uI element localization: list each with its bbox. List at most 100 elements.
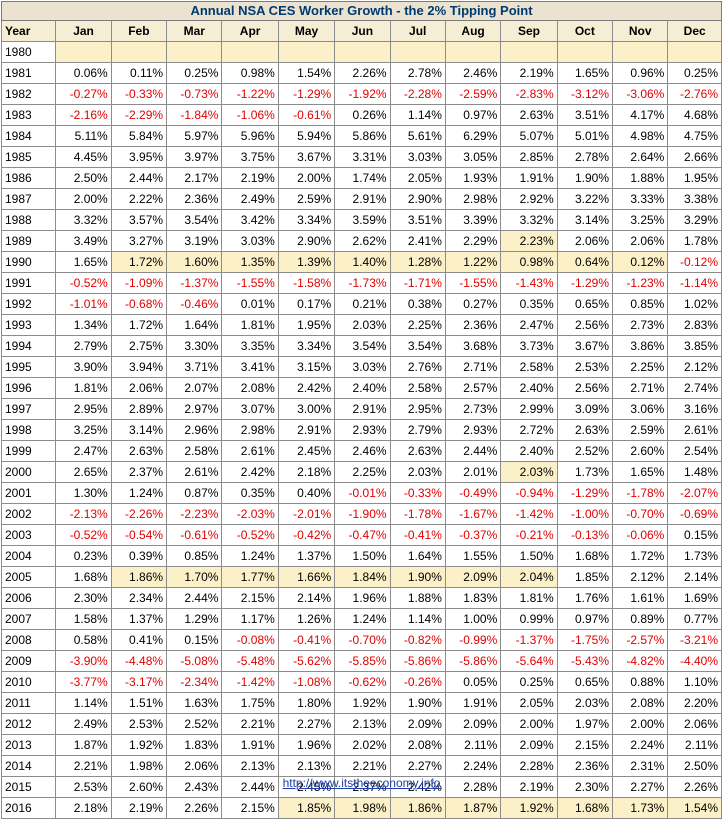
month-column-header: Apr xyxy=(221,20,279,42)
table-row: 1982 -0.27% -0.33% -0.73% -1.22% -1.29% -1.92%… xyxy=(0,83,722,105)
value-cell: 3.95% xyxy=(110,146,168,168)
value-cell: -1.42% xyxy=(221,671,279,693)
value-cell: 2.93% xyxy=(444,419,502,441)
value-cell: 0.26% xyxy=(334,104,391,126)
value-cell: 1.75% xyxy=(221,692,279,714)
value-cell: 2.03% xyxy=(500,461,558,483)
value-cell: -0.27% xyxy=(55,83,112,105)
table-row: 1987 2.00% 2.22% 2.36% 2.49% 2.59% 2.91% 2.90% 2… xyxy=(0,188,722,210)
value-cell: 0.15% xyxy=(166,629,223,651)
year-cell: 1984 xyxy=(0,125,57,147)
value-cell: 3.22% xyxy=(556,188,614,210)
value-cell: 3.05% xyxy=(444,146,502,168)
value-cell: 0.41% xyxy=(110,629,168,651)
table-row: 1992 -1.01% -0.68% -0.46% 0.01% 0.17% 0.21% 0.3… xyxy=(0,293,722,315)
value-cell: 2.21% xyxy=(55,755,112,777)
value-cell: -1.90% xyxy=(334,503,391,525)
value-cell: -1.84% xyxy=(166,104,223,126)
value-cell: 2.42% xyxy=(277,377,336,399)
value-cell xyxy=(611,41,669,63)
value-cell: -0.52% xyxy=(55,272,112,294)
value-cell: -4.82% xyxy=(611,650,669,672)
value-cell: 1.39% xyxy=(277,251,336,273)
table-row: 2001 1.30% 1.24% 0.87% 0.35% 0.40% -0.01% -0.33… xyxy=(0,482,722,504)
month-column-header: Mar xyxy=(166,20,223,42)
value-cell: 2.74% xyxy=(667,377,722,399)
year-cell: 1995 xyxy=(0,356,57,378)
value-cell: -1.22% xyxy=(221,83,279,105)
value-cell: 2.45% xyxy=(277,440,336,462)
table-row: 2004 0.23% 0.39% 0.85% 1.24% 1.37% 1.50% 1.64% 1… xyxy=(0,545,722,567)
value-cell: 0.06% xyxy=(55,62,112,84)
table-row: 2008 0.58% 0.41% 0.15% -0.08% -0.41% -0.70% -0.… xyxy=(0,629,722,651)
value-cell: 2.25% xyxy=(389,314,446,336)
value-cell: 1.92% xyxy=(334,692,391,714)
value-cell: 0.27% xyxy=(444,293,502,315)
value-cell: 2.53% xyxy=(110,713,168,735)
value-cell: 0.39% xyxy=(110,545,168,567)
value-cell: 1.68% xyxy=(556,797,614,819)
value-cell: 1.80% xyxy=(277,692,336,714)
value-cell: -0.12% xyxy=(667,251,722,273)
value-cell: 2.31% xyxy=(611,755,669,777)
value-cell: 2.98% xyxy=(221,419,279,441)
value-cell: -1.29% xyxy=(556,482,614,504)
value-cell: 2.95% xyxy=(55,398,112,420)
value-cell: 3.67% xyxy=(277,146,336,168)
value-cell: -1.73% xyxy=(334,272,391,294)
value-cell: 4.98% xyxy=(611,125,669,147)
value-cell: 0.89% xyxy=(611,608,669,630)
value-cell: 2.46% xyxy=(444,62,502,84)
value-cell: 3.67% xyxy=(556,335,614,357)
value-cell: 2.14% xyxy=(277,587,336,609)
value-cell: 2.20% xyxy=(667,692,722,714)
table-row: 1983 -2.16% -2.29% -1.84% -1.06% -0.61% 0.26% 1… xyxy=(0,104,722,126)
year-cell: 1982 xyxy=(0,83,57,105)
value-cell: 3.73% xyxy=(500,335,558,357)
value-cell: 2.25% xyxy=(611,356,669,378)
value-cell: -4.48% xyxy=(110,650,168,672)
value-cell: 1.72% xyxy=(110,251,168,273)
website-link[interactable]: http://www.itstheeconomy.info xyxy=(282,776,441,790)
value-cell: -2.59% xyxy=(444,83,502,105)
value-cell: 3.97% xyxy=(166,146,223,168)
value-cell: 1.29% xyxy=(166,608,223,630)
year-cell: 2009 xyxy=(0,650,57,672)
value-cell: -0.70% xyxy=(611,503,669,525)
value-cell: 2.13% xyxy=(221,755,279,777)
value-cell: 1.72% xyxy=(110,314,168,336)
value-cell: 2.65% xyxy=(55,461,112,483)
value-cell: 0.98% xyxy=(221,62,279,84)
value-cell: 2.26% xyxy=(334,62,391,84)
value-cell: 2.73% xyxy=(611,314,669,336)
value-cell: 2.62% xyxy=(334,230,391,252)
table-title: Annual NSA CES Worker Growth - the 2% Ti… xyxy=(1,1,722,21)
value-cell: 0.99% xyxy=(500,608,558,630)
value-cell: 1.66% xyxy=(277,566,336,588)
value-cell: -1.67% xyxy=(444,503,502,525)
value-cell: -1.06% xyxy=(221,104,279,126)
value-cell: 3.42% xyxy=(221,209,279,231)
value-cell: 2.50% xyxy=(667,755,722,777)
year-cell: 1985 xyxy=(0,146,57,168)
value-cell: 2.76% xyxy=(389,356,446,378)
value-cell: 3.14% xyxy=(110,419,168,441)
year-cell: 1991 xyxy=(0,272,57,294)
table-row: 2002 -2.13% -2.26% -2.23% -2.03% -2.01% -1.90%… xyxy=(0,503,722,525)
value-cell: 1.64% xyxy=(389,545,446,567)
year-cell: 2006 xyxy=(0,587,57,609)
value-cell: 2.24% xyxy=(611,734,669,756)
value-cell xyxy=(500,41,558,63)
value-cell: 2.79% xyxy=(55,335,112,357)
value-cell: -3.77% xyxy=(55,671,112,693)
value-cell: 1.91% xyxy=(500,167,558,189)
value-cell: 2.79% xyxy=(389,419,446,441)
value-cell: -1.42% xyxy=(500,503,558,525)
value-cell: 0.21% xyxy=(334,293,391,315)
value-cell: 2.18% xyxy=(55,797,112,819)
value-cell xyxy=(334,41,391,63)
value-cell: 2.83% xyxy=(667,314,722,336)
value-cell: -0.42% xyxy=(277,524,336,546)
value-cell: -1.29% xyxy=(556,272,614,294)
value-cell: 2.97% xyxy=(166,398,223,420)
